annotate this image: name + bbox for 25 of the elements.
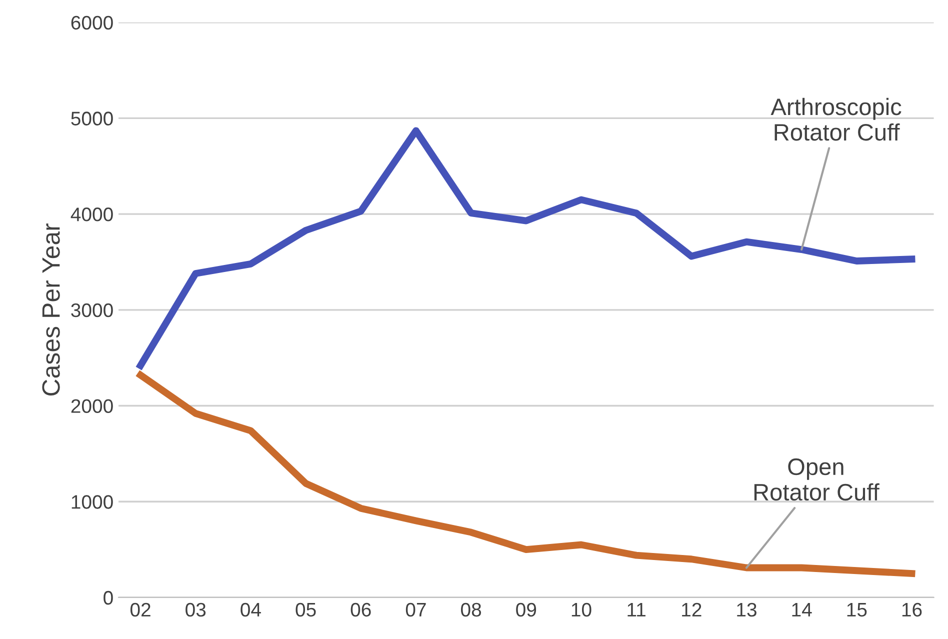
x-tick-label: 06: [350, 602, 371, 617]
x-tick-label: 02: [130, 602, 150, 617]
y-tick-label: 0: [104, 590, 113, 605]
y-tick-label: 5000: [71, 112, 113, 126]
y-tick-label: 2000: [71, 399, 113, 413]
x-tick-label: 13: [737, 602, 756, 617]
y-tick-label: 1000: [72, 495, 113, 509]
x-tick-label: 12: [682, 602, 702, 616]
annotation: Open Rotator Cuff: [754, 458, 880, 501]
x-tick-label: 07: [406, 602, 426, 617]
x-tick-label: 04: [240, 602, 261, 617]
y-tick-label: 3000: [71, 303, 113, 318]
y-tick-label: 4000: [70, 208, 113, 222]
x-tick-label: 08: [461, 602, 482, 617]
x-tick-label: 09: [516, 602, 536, 617]
annotation: Arthroscopic Rotator Cuff: [770, 98, 902, 141]
x-tick-label: 14: [792, 603, 812, 616]
x-tick-label: 05: [296, 602, 316, 617]
y-axis-title: Cases Per Year: [42, 223, 60, 396]
y-tick-label: 6000: [71, 16, 113, 30]
x-tick-label: 11: [628, 603, 646, 616]
x-tick-label: 15: [847, 603, 867, 617]
x-tick-label: 16: [902, 602, 922, 617]
x-tick-label: 10: [572, 602, 592, 617]
x-tick-label: 03: [186, 602, 206, 617]
